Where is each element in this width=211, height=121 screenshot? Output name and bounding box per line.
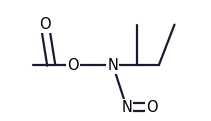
Text: O: O	[68, 58, 79, 73]
Text: N: N	[121, 100, 132, 115]
Text: N: N	[107, 58, 118, 73]
Text: O: O	[146, 100, 157, 115]
Text: O: O	[39, 17, 51, 32]
